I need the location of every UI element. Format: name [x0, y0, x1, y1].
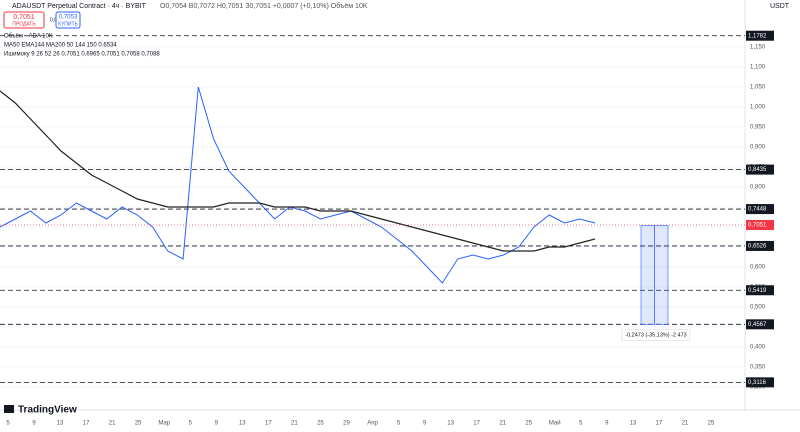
level-tag [746, 285, 774, 296]
level-label: 0,3116 [748, 380, 767, 386]
x-tick-label: 21 [499, 421, 506, 427]
price-line [0, 90, 596, 252]
level-label: 0,7448 [748, 207, 767, 213]
y-tick-label: 1,000 [750, 105, 766, 111]
x-tick-label: 13 [447, 421, 454, 427]
x-tick-label: Май [549, 420, 561, 427]
x-tick-label: 25 [525, 421, 532, 427]
x-tick-label: 29 [343, 421, 350, 427]
y-tick-label: 0,600 [750, 265, 766, 271]
y-tick-label: 0,400 [750, 345, 766, 351]
indicator-ichimoku: Ишимоку 9 26 52 26 0,7051 0,6965 0,7051 … [4, 52, 160, 58]
x-tick-label: 17 [83, 421, 90, 427]
x-tick-label: 5 [579, 421, 583, 427]
last-price-label: 0,7051 [748, 223, 767, 229]
y-tick-label: 0,950 [750, 125, 766, 131]
measure-label: -0,2473 (-35,13%) -2 473 [625, 332, 686, 338]
x-tick-label: 25 [317, 421, 324, 427]
symbol-title: ADAUSDT Perpetual Contract · 4ч · BYBIT [12, 3, 147, 10]
level-label: 0,4567 [748, 322, 767, 328]
buy-label: КУПИТЬ [58, 21, 78, 27]
x-tick-label: 13 [239, 421, 246, 427]
sell-price: 0,7051 [13, 14, 35, 21]
x-tick-label: Апр [367, 421, 378, 427]
level-tag [746, 240, 774, 251]
ohlc: О0,7054 В0,7072 Н0,7051 З0,7051 +0,0007 … [160, 2, 368, 10]
level-tag [746, 377, 774, 388]
y-tick-label: 1,050 [750, 85, 766, 91]
x-tick-label: 9 [423, 421, 427, 427]
level-label: 0,8435 [748, 167, 767, 173]
level-tag [746, 164, 774, 175]
level-tag [746, 204, 774, 215]
level-label: 0,5419 [748, 288, 767, 294]
level-label: 1,1782 [748, 33, 767, 39]
y-tick-label: 0,350 [750, 365, 766, 371]
sell-button[interactable] [3, 11, 45, 29]
last-price-tag [746, 219, 774, 230]
y-tick-label: 0,500 [750, 305, 766, 311]
level-label: 0,6526 [748, 244, 767, 250]
buy-button[interactable] [55, 11, 81, 29]
y-tick-label: 0,900 [750, 145, 766, 151]
y-tick-label: 1,150 [750, 45, 766, 51]
x-tick-label: 17 [473, 421, 480, 427]
x-tick-label: 17 [265, 421, 272, 427]
x-tick-label: 21 [109, 421, 116, 427]
logo-icon [4, 405, 14, 413]
x-tick-label: 25 [135, 421, 142, 427]
x-tick-label: 17 [656, 421, 663, 427]
sell-label: ПРОДАТЬ [12, 21, 36, 27]
x-tick-label: 13 [57, 421, 64, 427]
measure-label-bg [621, 329, 691, 341]
price-line [0, 86, 596, 284]
x-tick-label: 21 [291, 421, 298, 427]
x-tick-label: 25 [708, 421, 715, 427]
x-tick-label: 9 [215, 421, 219, 427]
x-tick-label: 5 [397, 421, 401, 427]
x-tick-label: Мар [158, 421, 170, 427]
x-tick-label: 5 [189, 421, 193, 427]
x-tick-label: 21 [682, 421, 689, 427]
x-tick-label: 9 [32, 421, 36, 427]
y-tick-label: 0,800 [750, 185, 766, 191]
logo: TradingView [18, 405, 77, 416]
x-tick-label: 9 [605, 421, 609, 427]
x-tick-label: 5 [6, 421, 10, 427]
x-tick-label: 13 [630, 421, 637, 427]
y-tick-label: 1,100 [750, 65, 766, 71]
y-tick-label: 0,300 [750, 385, 766, 391]
buy-price: 0,7053 [59, 15, 78, 21]
level-tag [746, 30, 774, 41]
level-tag [746, 319, 774, 330]
currency: USDT [770, 3, 790, 10]
indicator-volume: Объём · ADA 10K [4, 34, 53, 40]
indicator-ma: MA50 EMA144 MA200 50 144 150 0,6534 [4, 43, 117, 49]
